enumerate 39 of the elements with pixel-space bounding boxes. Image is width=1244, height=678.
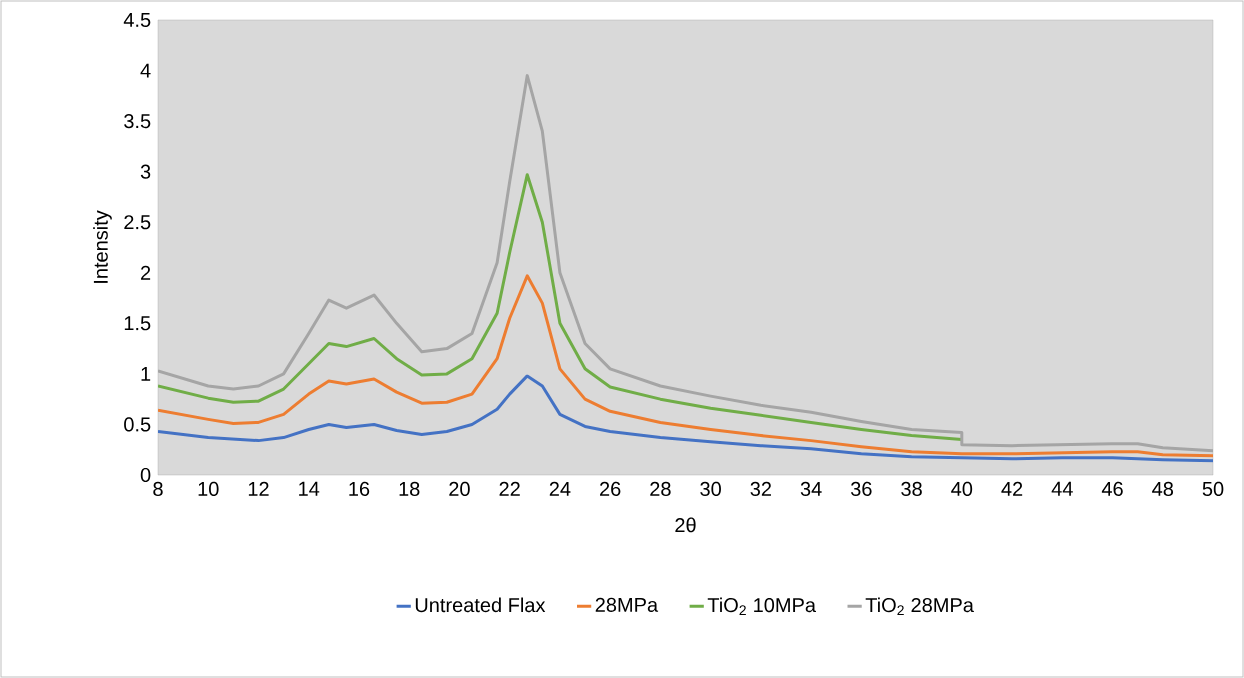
- y-tick-label: 0: [140, 467, 151, 483]
- x-tick-label: 40: [951, 481, 973, 497]
- x-tick-label: 16: [349, 481, 370, 497]
- y-tick-label: 4.5: [123, 13, 151, 27]
- x-tick-label: 44: [1051, 481, 1073, 496]
- x-tick-label: 22: [499, 481, 520, 496]
- legend-label: 28MPa: [595, 597, 659, 612]
- y-tick-label: 1: [141, 367, 151, 381]
- y-axis-title: Intensity: [93, 210, 112, 283]
- legend-label: TiO$_{2}$ 28MPa: [865, 597, 974, 616]
- x-tick-label: 42: [1001, 481, 1023, 496]
- legend-label: Untreated Flax: [415, 597, 546, 613]
- y-tick-label: 3.5: [124, 114, 151, 129]
- x-tick-label: 46: [1101, 481, 1123, 497]
- y-tick-label: 4: [140, 63, 151, 78]
- x-tick-label: 24: [549, 481, 571, 496]
- x-tick-label: 32: [750, 481, 771, 497]
- x-tick-label: 8: [153, 481, 163, 497]
- y-tick-label: 2: [141, 265, 151, 280]
- x-tick-label: 26: [600, 481, 621, 497]
- x-tick-label: 18: [399, 481, 420, 497]
- x-tick-label: 30: [700, 481, 721, 497]
- y-tick-label: 3: [140, 164, 151, 179]
- x-tick-label: 34: [800, 481, 822, 497]
- line-series: [158, 374, 1214, 463]
- y-tick-label: 1.5: [124, 316, 151, 331]
- x-tick-label: 20: [449, 481, 470, 497]
- y-tick-label: 2.5: [124, 215, 151, 230]
- x-tick-label: 14: [299, 481, 320, 496]
- x-tick-label: 50: [1202, 481, 1224, 497]
- x-tick-label: 12: [248, 481, 269, 496]
- x-tick-label: 28: [650, 481, 671, 497]
- x-tick-label: 48: [1152, 481, 1174, 497]
- x-tick-label: 36: [850, 481, 872, 497]
- y-tick-label: 0.5: [124, 417, 151, 432]
- x-tick-label: 10: [198, 481, 219, 497]
- x-tick-label: 38: [901, 481, 922, 497]
- legend-label: TiO$_{2}$ 10MPa: [707, 597, 816, 616]
- x-axis-title: 2θ: [675, 517, 696, 533]
